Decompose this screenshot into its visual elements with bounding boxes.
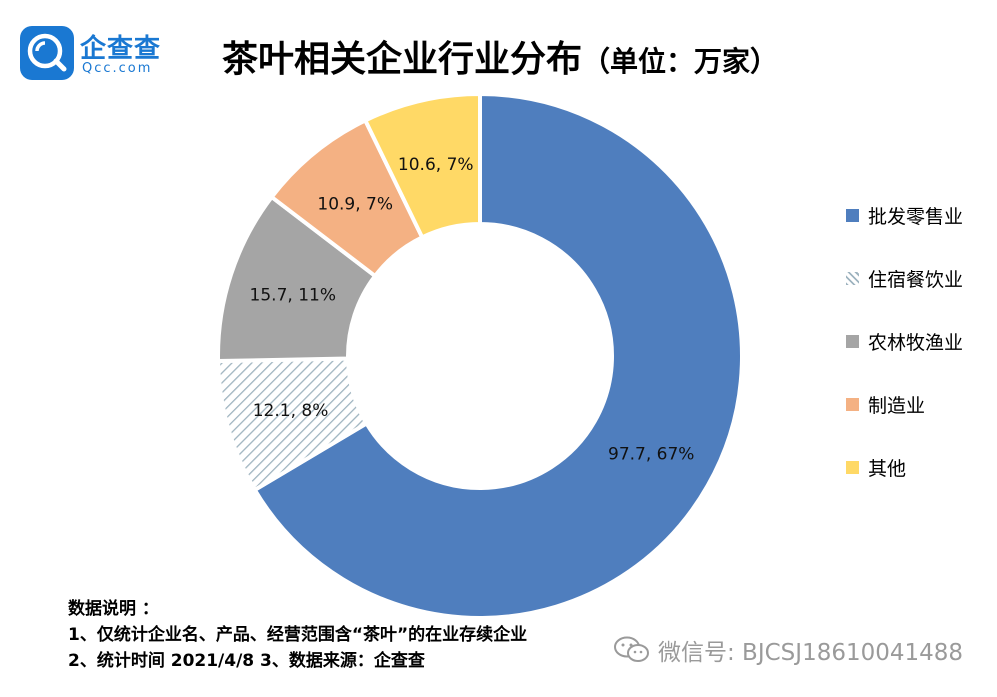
legend-item-3: 农林牧渔业 xyxy=(846,326,986,358)
wechat-icon xyxy=(614,636,649,662)
watermark-text: 微信号: BJCSJ18610041488 xyxy=(658,640,964,666)
legend-label-4: 制造业 xyxy=(868,395,926,417)
title-unit: （单位：万家） xyxy=(582,45,779,78)
chart-legend: 批发零售业住宿餐饮业农林牧渔业制造业其他 xyxy=(846,200,986,515)
chart-title: 茶叶相关企业行业分布（单位：万家） xyxy=(222,30,778,82)
qcc-logo: 企查查 Qcc.com xyxy=(20,26,170,82)
slice-label-4: 10.9, 7% xyxy=(317,195,393,215)
legend-label-3: 农林牧渔业 xyxy=(868,332,964,354)
note-line-2: 2、统计时间 2021/4/8 3、数据来源：企查查 xyxy=(68,651,425,671)
legend-swatch-2 xyxy=(846,272,859,285)
slice-label-5: 10.6, 7% xyxy=(398,155,474,175)
legend-item-2: 住宿餐饮业 xyxy=(846,263,986,295)
qcc-logo-icon xyxy=(20,26,74,80)
logo-name: 企查查 xyxy=(80,34,162,64)
slice-label-2: 12.1, 8% xyxy=(253,401,329,421)
legend-swatch-1 xyxy=(846,209,859,222)
donut-slice-5 xyxy=(362,91,482,240)
legend-label-1: 批发零售业 xyxy=(868,206,964,228)
legend-item-4: 制造业 xyxy=(846,389,986,421)
notes-heading: 数据说明 ： xyxy=(68,599,159,619)
legend-label-5: 其他 xyxy=(868,458,907,480)
legend-swatch-4 xyxy=(846,398,859,411)
slice-label-3: 15.7, 11% xyxy=(250,286,336,306)
data-notes: 数据说明 ： 1、仅统计企业名、产品、经营范围含“茶叶”的在业存续企业 2、统计… xyxy=(68,596,527,674)
note-line-1: 1、仅统计企业名、产品、经营范围含“茶叶”的在业存续企业 xyxy=(68,625,528,645)
title-text: 茶叶相关企业行业分布 xyxy=(222,39,583,80)
legend-swatch-3 xyxy=(846,335,859,348)
legend-item-5: 其他 xyxy=(846,452,986,484)
slice-label-1: 97.7, 67% xyxy=(608,444,694,464)
donut-slice-1 xyxy=(252,91,744,620)
logo-domain: Qcc.com xyxy=(82,61,153,76)
legend-item-1: 批发零售业 xyxy=(846,200,986,232)
watermark: 微信号: BJCSJ18610041488 xyxy=(612,633,963,667)
legend-swatch-5 xyxy=(846,461,859,474)
legend-label-2: 住宿餐饮业 xyxy=(868,269,964,291)
